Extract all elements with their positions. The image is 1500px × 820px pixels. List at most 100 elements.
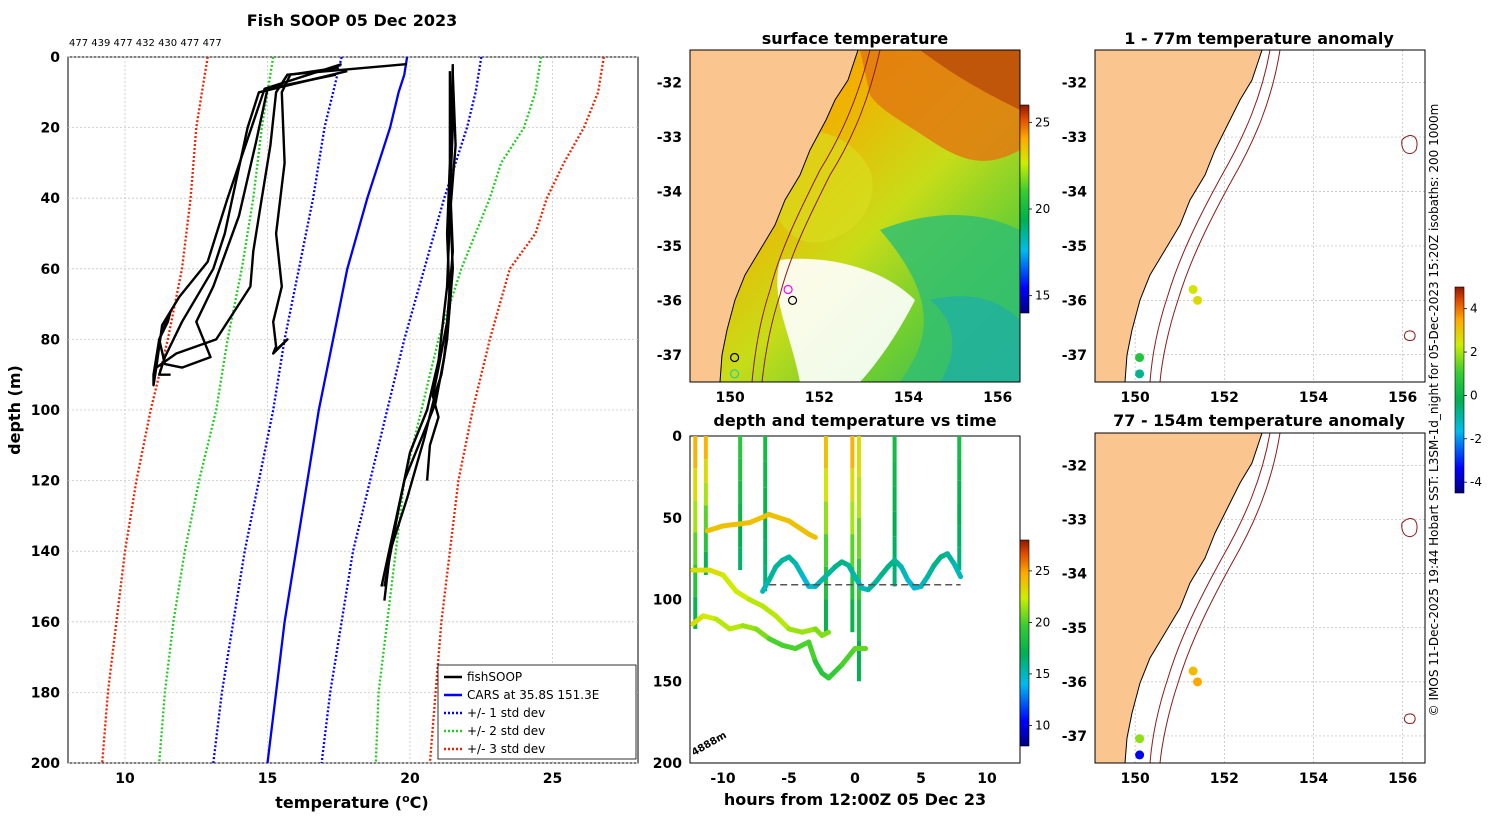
legend-box [437, 664, 637, 760]
anomaly-lower-frame [1094, 432, 1426, 764]
sst-map-title: surface temperature [762, 29, 949, 48]
map2-ytick-4: -36 [1062, 293, 1087, 309]
sst-marker-0 [783, 284, 793, 295]
profile-ytick-7: 140 [31, 544, 60, 560]
map3-xtick-2: 154 [1299, 771, 1328, 787]
sst-isobath-200 [751, 50, 871, 382]
anomaly-lower-isobath-200 [1149, 433, 1271, 763]
map3-ytick-3: -35 [1062, 621, 1087, 637]
map1-ytick-4: -36 [657, 293, 682, 309]
depth-track-deep-segment-14 [839, 646, 858, 668]
profile-series-0 [266, 56, 409, 764]
depth-time-xlabel: hours from 12:00Z 05 Dec 23 [724, 790, 986, 809]
anomaly-colorbar-ticks: 4 2 0 -2 -4 [1464, 302, 1482, 489]
profile-xlabel-degree: o [402, 792, 410, 805]
profile-series-1 [320, 56, 483, 764]
profile-xtick-1: 15 [258, 771, 277, 787]
map2-ytick-3: -35 [1062, 239, 1087, 255]
profile-xtick-0: 10 [115, 771, 135, 787]
sst-hot-core [920, 50, 1020, 110]
sst-colorbar-ticklabel-0: 25 [1035, 115, 1050, 129]
legend-label-cars: CARS at 35.8S 151.3E [467, 688, 599, 702]
anomaly-upper-field [1095, 50, 1425, 382]
profile-ytick-4: 80 [41, 332, 61, 348]
profile-series-3 [374, 56, 543, 764]
anomaly-lower-ticks: 150 152 154 156 -32 -33 -34 -35 -36 -37 [1062, 458, 1418, 787]
map2-ytick-2: -34 [1062, 185, 1088, 201]
sst-map-ticks: 150 152 154 156 -32 -33 -34 -35 -36 -37 [657, 76, 1013, 406]
sst-land [690, 50, 859, 382]
profile-ytick-5: 100 [31, 403, 60, 419]
depth-track-deep-segment-6 [753, 626, 772, 642]
depth-time-colorbar-ticklabel-3: 10 [1035, 718, 1050, 732]
anomaly-upper-grid [1095, 50, 1425, 382]
profile-grid [68, 56, 638, 764]
depth-time-colorbar-ticklabel-2: 15 [1035, 667, 1050, 681]
legend-label-fishsoop: fishSOOP [467, 670, 522, 684]
depth-time-ytick-2: 100 [653, 593, 682, 609]
depth-time-xtick-0: -10 [710, 771, 736, 787]
anomaly-lower-point-0 [1188, 666, 1198, 676]
depth-track-mid-segment-4 [733, 588, 752, 602]
map1-ytick-3: -35 [657, 239, 682, 255]
anomaly-lower-title: 77 - 154m temperature anomaly [1113, 411, 1405, 430]
map1-ytick-5: -37 [657, 348, 682, 364]
profile-chart-subtitle: 477 439 477 432 430 477 477 [69, 38, 222, 49]
depth-track-mid-segment-3 [720, 572, 739, 594]
map2-xtick-2: 154 [1299, 390, 1328, 406]
map3-ytick-2: -34 [1062, 567, 1088, 583]
anomaly-colorbar [1454, 286, 1465, 494]
map1-xtick-1: 152 [805, 390, 834, 406]
depth-time-series [690, 436, 964, 682]
sst-map-field [690, 50, 1020, 382]
depth-track-upper-segment-4 [766, 511, 792, 524]
profile-chart-title: Fish SOOP 05 Dec 2023 [247, 11, 457, 30]
fishsoop-cast-2 [157, 69, 348, 376]
sst-colorbar-ticklabel-1: 20 [1035, 202, 1050, 216]
depth-time-colorbar-ticks: 25 20 15 10 [1029, 564, 1050, 732]
depth-time-ytick-1: 50 [663, 511, 683, 527]
anomaly-lower-point-2 [1135, 734, 1145, 744]
sst-marker-2 [729, 352, 740, 363]
fishsoop-cast-8 [425, 64, 454, 481]
map2-xtick-0: 150 [1121, 390, 1150, 406]
map2-ytick-5: -37 [1062, 348, 1087, 364]
map1-ytick-0: -32 [657, 76, 682, 92]
depth-track-deep-segment-3 [713, 616, 733, 632]
map1-xtick-2: 154 [894, 390, 923, 406]
sst-isobath-1000 [761, 50, 881, 382]
depth-time-xtick-3: 5 [916, 771, 926, 787]
anomaly-upper-points [1135, 284, 1203, 379]
anomaly-upper-ticks: 150 152 154 156 -32 -33 -34 -35 -36 -37 [1062, 76, 1418, 406]
depth-track-deep-segment-13 [826, 662, 845, 681]
sst-colorbar [1019, 104, 1030, 314]
anomaly-colorbar-ticklabel-0: 4 [1470, 302, 1478, 316]
anomaly-colorbar-ticklabel-4: -4 [1470, 475, 1482, 489]
anomaly-lower-isobath-1000 [1159, 433, 1281, 763]
anomaly-upper-point-3 [1135, 369, 1145, 379]
sst-colorbar-ticklabel-2: 15 [1035, 289, 1050, 303]
anomaly-lower-seamount-b [1403, 713, 1416, 724]
anomaly-upper-seamount-a [1401, 135, 1418, 155]
profile-ytick-9: 180 [31, 685, 60, 701]
credit-text: © IMOS 11-Dec-2025 19:44 Hobart SST: L3S… [1427, 104, 1441, 717]
legend-label-2std: +/- 2 std dev [467, 724, 545, 738]
anomaly-upper-point-0 [1188, 284, 1198, 294]
depth-track-mid-segment-6 [760, 603, 779, 619]
anomaly-colorbar-ticklabel-3: -2 [1470, 432, 1482, 446]
anomaly-upper-point-1 [1193, 295, 1203, 305]
profile-ytick-3: 60 [41, 262, 61, 278]
fishsoop-cast-3 [157, 73, 337, 369]
map3-ytick-4: -36 [1062, 675, 1087, 691]
depth-time-title: depth and temperature vs time [713, 411, 996, 430]
profile-ticks: 10 15 20 25 0 20 40 60 80 100 120 140 160 180 200 [31, 50, 562, 787]
yo-yo-track-segment-30 [951, 561, 964, 580]
sst-cloud-mask [777, 258, 915, 382]
depth-time-xtick-1: -5 [781, 771, 797, 787]
map2-xtick-3: 156 [1388, 390, 1417, 406]
depth-track-upper-segment-6 [806, 531, 818, 540]
anomaly-upper-isobath-1000 [1159, 50, 1281, 382]
anomaly-lower-points [1135, 666, 1203, 760]
anomaly-colorbar-ticklabel-2: 0 [1470, 388, 1478, 402]
map1-ytick-2: -34 [657, 185, 683, 201]
